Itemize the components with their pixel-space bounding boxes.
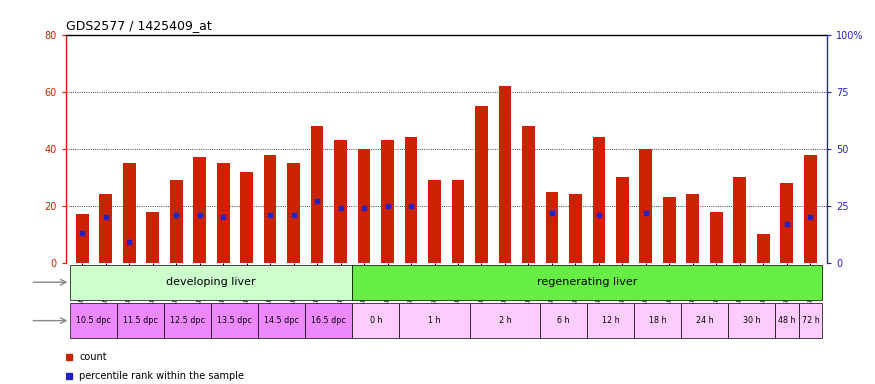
Text: regenerating liver: regenerating liver bbox=[537, 277, 637, 287]
Bar bbox=[775, 303, 799, 338]
Bar bbox=[663, 197, 676, 263]
Bar bbox=[211, 303, 258, 338]
Bar bbox=[146, 212, 159, 263]
Bar bbox=[640, 149, 653, 263]
Text: GDS2577 / 1425409_at: GDS2577 / 1425409_at bbox=[66, 19, 212, 32]
Text: 1 h: 1 h bbox=[428, 316, 441, 325]
Bar bbox=[258, 303, 305, 338]
Bar bbox=[240, 172, 253, 263]
Bar bbox=[170, 180, 183, 263]
Bar bbox=[305, 303, 353, 338]
Bar bbox=[70, 303, 117, 338]
Bar bbox=[399, 303, 470, 338]
Bar bbox=[311, 126, 324, 263]
Bar bbox=[470, 303, 540, 338]
Bar bbox=[117, 303, 164, 338]
Bar bbox=[99, 195, 112, 263]
Text: 6 h: 6 h bbox=[557, 316, 570, 325]
Bar bbox=[733, 177, 746, 263]
Text: developing liver: developing liver bbox=[166, 277, 256, 287]
Bar bbox=[569, 195, 582, 263]
Bar bbox=[634, 303, 682, 338]
Text: 0 h: 0 h bbox=[369, 316, 382, 325]
Text: 11.5 dpc: 11.5 dpc bbox=[123, 316, 158, 325]
Bar bbox=[75, 215, 88, 263]
Text: 16.5 dpc: 16.5 dpc bbox=[312, 316, 346, 325]
Bar bbox=[616, 177, 629, 263]
Bar bbox=[687, 195, 699, 263]
Bar bbox=[428, 180, 441, 263]
Bar bbox=[780, 183, 794, 263]
Bar bbox=[404, 137, 417, 263]
Bar bbox=[475, 106, 488, 263]
Bar bbox=[499, 86, 512, 263]
Text: 48 h: 48 h bbox=[778, 316, 795, 325]
Text: 10.5 dpc: 10.5 dpc bbox=[76, 316, 111, 325]
Text: 72 h: 72 h bbox=[802, 316, 819, 325]
Bar bbox=[540, 303, 587, 338]
Bar bbox=[522, 126, 535, 263]
Text: percentile rank within the sample: percentile rank within the sample bbox=[80, 371, 244, 381]
Bar bbox=[263, 154, 276, 263]
Text: 12 h: 12 h bbox=[602, 316, 620, 325]
Text: 24 h: 24 h bbox=[696, 316, 713, 325]
Text: 13.5 dpc: 13.5 dpc bbox=[217, 316, 252, 325]
Bar bbox=[164, 303, 211, 338]
Bar bbox=[799, 303, 822, 338]
Bar bbox=[287, 163, 300, 263]
Bar bbox=[452, 180, 465, 263]
Text: 30 h: 30 h bbox=[743, 316, 760, 325]
Bar bbox=[353, 265, 822, 300]
Bar bbox=[193, 157, 206, 263]
Bar bbox=[710, 212, 723, 263]
Bar bbox=[757, 235, 770, 263]
Bar bbox=[592, 137, 605, 263]
Text: 18 h: 18 h bbox=[649, 316, 667, 325]
Bar bbox=[682, 303, 728, 338]
Bar bbox=[123, 163, 136, 263]
Text: 12.5 dpc: 12.5 dpc bbox=[171, 316, 206, 325]
Bar bbox=[728, 303, 775, 338]
Bar bbox=[804, 154, 817, 263]
Bar bbox=[334, 140, 347, 263]
Bar bbox=[587, 303, 634, 338]
Bar bbox=[545, 192, 558, 263]
Bar bbox=[217, 163, 229, 263]
Text: count: count bbox=[80, 352, 107, 362]
Text: 2 h: 2 h bbox=[499, 316, 511, 325]
Bar bbox=[70, 265, 353, 300]
Bar bbox=[358, 149, 370, 263]
Bar bbox=[353, 303, 399, 338]
Text: 14.5 dpc: 14.5 dpc bbox=[264, 316, 299, 325]
Bar bbox=[381, 140, 394, 263]
